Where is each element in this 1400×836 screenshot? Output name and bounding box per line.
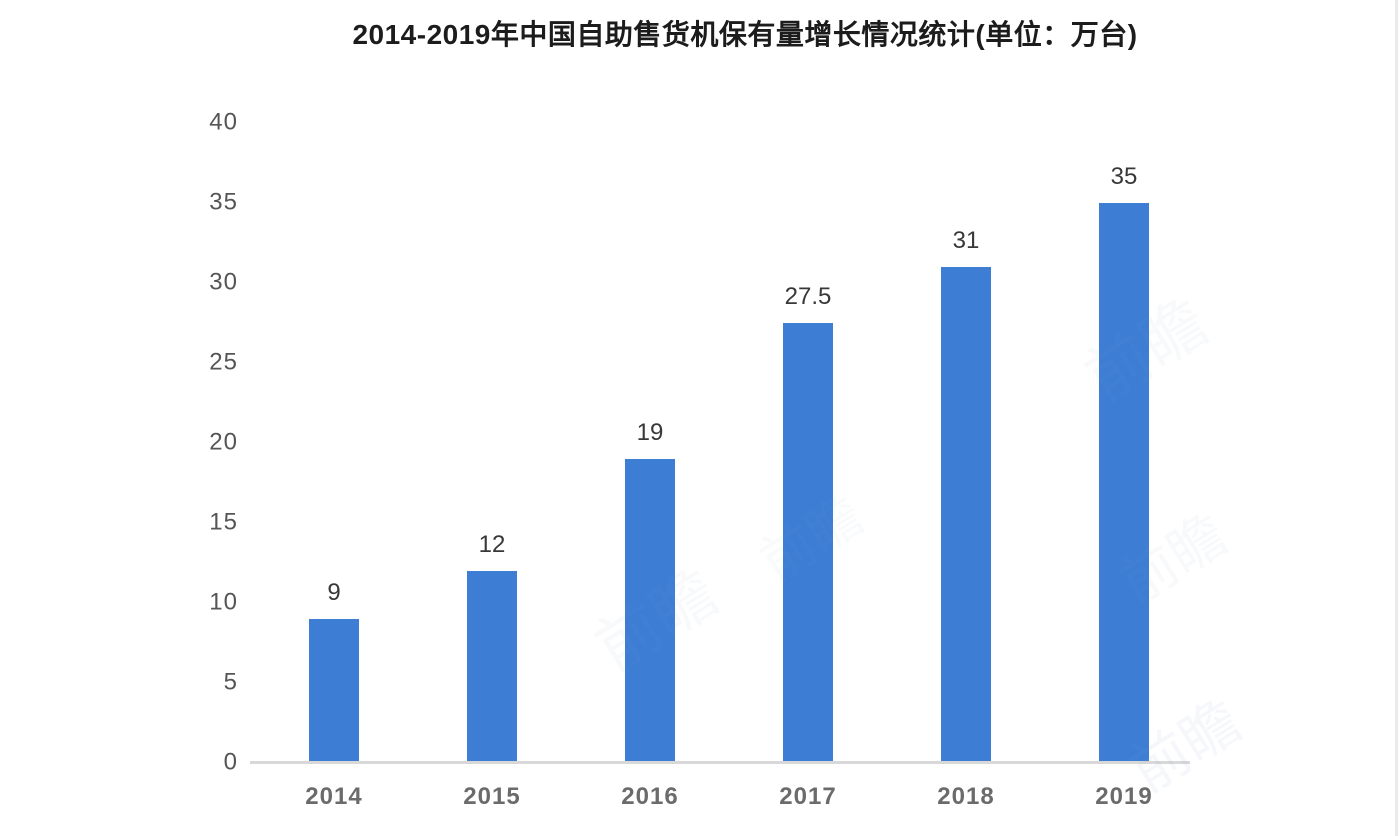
bar [783, 323, 833, 763]
bar [1099, 203, 1149, 763]
image-edge-line [1395, 0, 1398, 836]
y-axis: 0 5 10 15 20 25 30 35 40 [118, 108, 238, 775]
bar-group: 19 2016 [571, 123, 729, 810]
chart-title: 2014-2019年中国自助售货机保有量增长情况统计(单位：万台) [352, 19, 1138, 50]
plot-area: 9 2014 12 2015 19 2016 27.5 2017 31 2018 35 2019 [255, 123, 1203, 810]
bar-value-label: 9 [327, 579, 341, 606]
y-tick-label: 10 [209, 588, 238, 616]
x-tick-label: 2018 [937, 783, 995, 810]
y-tick-label: 15 [209, 508, 238, 536]
bar [941, 267, 991, 763]
bars: 9 2014 12 2015 19 2016 27.5 2017 31 2018 35 2019 [255, 123, 1203, 810]
bar [467, 571, 517, 763]
bar-group: 12 2015 [413, 123, 571, 810]
bar [309, 619, 359, 763]
bar-value-label: 27.5 [784, 283, 832, 310]
bar-group: 31 2018 [887, 123, 1045, 810]
y-tick-label: 25 [209, 348, 238, 376]
bar [625, 459, 675, 763]
bar-group: 9 2014 [255, 123, 413, 810]
x-tick-label: 2014 [305, 783, 363, 810]
y-tick-label: 0 [223, 748, 238, 776]
x-tick-label: 2016 [621, 783, 679, 810]
bar-group: 27.5 2017 [729, 123, 887, 810]
bar-group: 35 2019 [1045, 123, 1203, 810]
bar-value-label: 19 [636, 419, 664, 446]
x-tick-label: 2015 [463, 783, 521, 810]
y-tick-label: 40 [209, 108, 238, 136]
x-tick-label: 2019 [1095, 783, 1153, 810]
y-tick-label: 5 [223, 668, 238, 696]
y-tick-label: 20 [209, 428, 238, 456]
y-tick-label: 35 [209, 188, 238, 216]
x-axis-line [250, 761, 1190, 764]
y-tick-label: 30 [209, 268, 238, 296]
bar-value-label: 12 [478, 531, 506, 558]
x-tick-label: 2017 [779, 783, 837, 810]
bar-value-label: 35 [1110, 163, 1138, 190]
bar-value-label: 31 [952, 227, 980, 254]
